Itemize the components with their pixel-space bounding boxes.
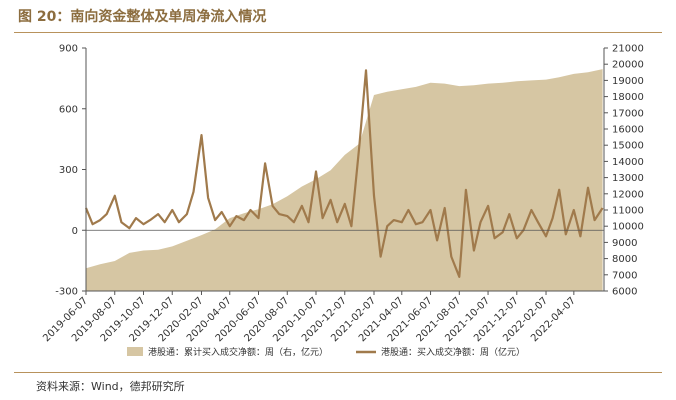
right-tick-label: 12000 (612, 189, 644, 200)
right-tick-label: 9000 (612, 238, 637, 249)
right-tick-label: 14000 (612, 157, 644, 168)
right-tick-label: 6000 (612, 287, 637, 298)
legend-label-line: 港股通：买入成交净额：周（亿元） (381, 346, 525, 358)
right-tick-label: 7000 (612, 270, 637, 281)
weekly-net-line-series (84, 69, 604, 278)
right-tick-label: 11000 (612, 206, 644, 217)
left-tick-label: -300 (55, 287, 78, 298)
cumulative-area-series (86, 69, 603, 291)
footer-divider (14, 372, 662, 373)
source-note: 资料来源：Wind，德邦研究所 (36, 380, 185, 393)
right-tick-label: 13000 (612, 173, 644, 184)
left-tick-label: 600 (59, 104, 78, 115)
legend-label-area: 港股通：累计买入成交净额：周（右，亿元） (148, 346, 328, 358)
left-tick-label: 300 (59, 165, 78, 176)
right-tick-label: 10000 (612, 222, 644, 233)
right-tick-label: 19000 (612, 76, 644, 87)
right-tick-label: 21000 (612, 44, 644, 55)
title-divider (14, 32, 662, 33)
chart-title: 图 20：南向资金整体及单周净流入情况 (18, 9, 267, 25)
right-tick-label: 20000 (612, 60, 644, 71)
legend-swatch-area (127, 347, 143, 356)
right-tick-label: 8000 (612, 254, 637, 265)
left-tick-label: 0 (72, 226, 78, 237)
right-tick-label: 15000 (612, 141, 644, 152)
right-tick-label: 18000 (612, 92, 644, 103)
left-tick-label: 900 (59, 44, 78, 55)
right-tick-label: 16000 (612, 125, 644, 136)
right-tick-label: 17000 (612, 108, 644, 119)
